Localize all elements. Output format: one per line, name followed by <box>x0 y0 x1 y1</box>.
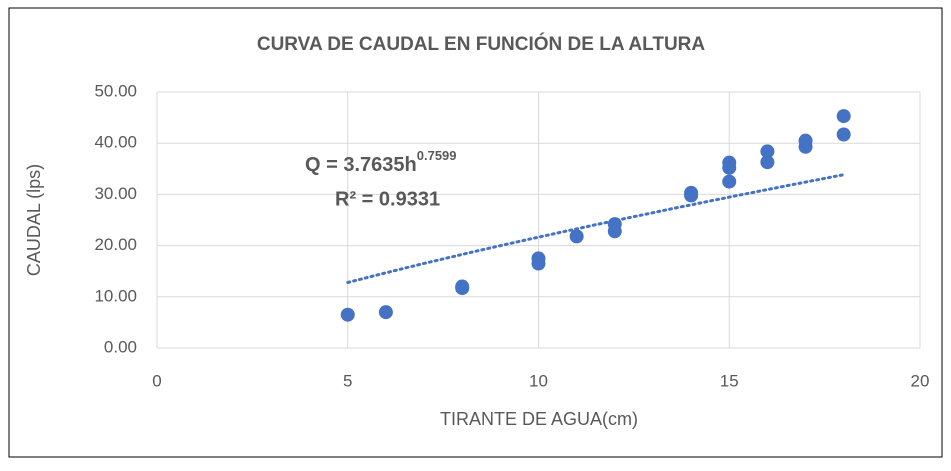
y-tick-label: 50.00 <box>94 81 137 100</box>
trendline <box>346 173 846 284</box>
equation-exponent: 0.7599 <box>417 148 457 163</box>
y-axis-title: CAUDAL (lps) <box>24 164 44 276</box>
chart-title: CURVA DE CAUDAL EN FUNCIÓN DE LA ALTURA <box>257 33 706 55</box>
r-squared: R² = 0.9331 <box>335 188 440 210</box>
y-tick-label: 30.00 <box>94 184 137 203</box>
x-tick-label: 5 <box>343 371 352 390</box>
data-point <box>836 109 851 124</box>
y-tick-label: 40.00 <box>94 133 137 152</box>
data-point <box>378 305 393 320</box>
equation-base: Q = 3.7635h <box>305 154 417 176</box>
data-point <box>531 251 546 266</box>
data-point <box>340 307 355 322</box>
data-point <box>760 144 775 159</box>
data-point <box>722 155 737 170</box>
trendline-equation: Q = 3.7635h0.7599 <box>305 148 457 176</box>
x-tick-label: 10 <box>529 371 548 390</box>
data-point <box>684 185 699 200</box>
x-tick-label: 20 <box>911 371 930 390</box>
y-tick-label: 10.00 <box>94 286 137 305</box>
chart-frame <box>8 7 943 458</box>
data-point <box>722 174 737 189</box>
data-point <box>760 155 775 170</box>
x-axis-title: TIRANTE DE AGUA(cm) <box>440 409 638 429</box>
x-tick-label: 15 <box>720 371 739 390</box>
data-point <box>569 229 584 244</box>
data-point <box>836 127 851 142</box>
data-point <box>798 133 813 148</box>
y-tick-label: 0.00 <box>104 337 137 356</box>
x-tick-label: 0 <box>152 371 161 390</box>
data-point <box>455 279 470 294</box>
y-tick-label: 20.00 <box>94 235 137 254</box>
